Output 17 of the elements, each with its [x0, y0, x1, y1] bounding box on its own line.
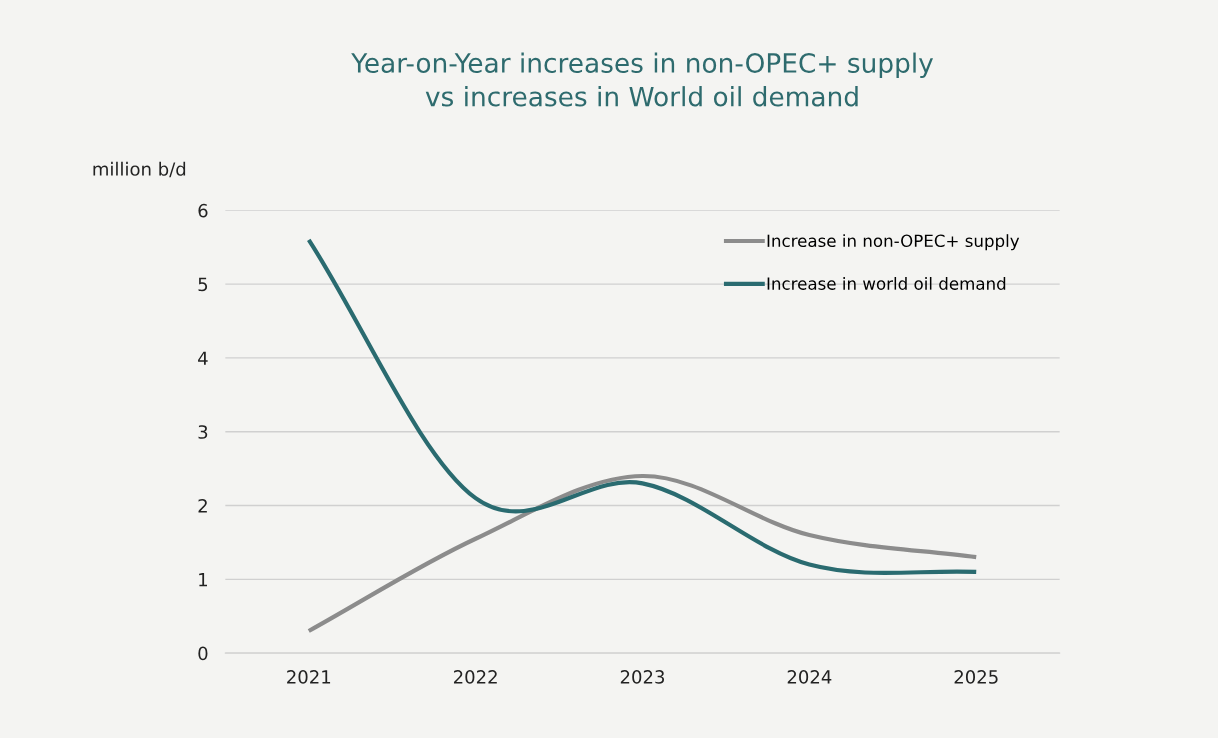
y-tick-label: 3: [198, 425, 208, 439]
y-tick-label: 5: [198, 277, 208, 292]
y-tick-label: 6: [198, 203, 208, 218]
x-tick-label: 2022: [453, 670, 497, 684]
legend-label: Increase in non-OPEC+ supply: [767, 234, 1020, 251]
chart-title: Year-on-Year increases in non-OPEC+ supply vs increases in World oil demand: [351, 52, 933, 107]
x-tick-label: 2025: [954, 670, 998, 684]
x-tick-label: 2024: [787, 670, 832, 684]
line-series: [306, 473, 979, 634]
legend-label: Increase in world oil demand: [767, 276, 1006, 290]
y-tick-label: 1: [199, 573, 207, 587]
y-tick-label: 2: [198, 498, 207, 513]
x-tick-label: 2021: [287, 670, 331, 684]
x-tick-label: 2023: [620, 670, 665, 684]
y-tick-label: 0: [198, 646, 208, 661]
y-axis-title: million b/d: [93, 161, 186, 178]
y-tick-label: 4: [198, 351, 208, 365]
